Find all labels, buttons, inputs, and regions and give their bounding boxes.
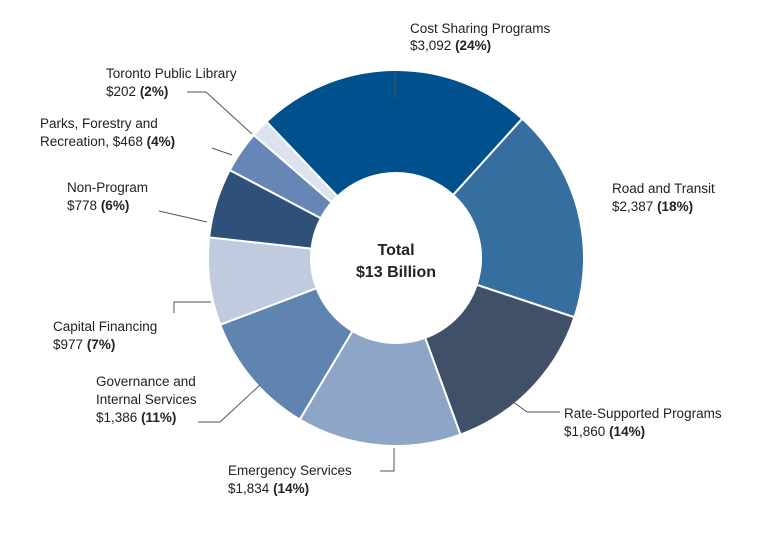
label-road-transit: Road and Transit $2,387 (18%) [612, 181, 715, 214]
label-cost-sharing-name: Cost Sharing Programs [410, 21, 551, 36]
leader-library [187, 91, 253, 135]
slice-labels: Cost Sharing Programs $3,092 (24%) Road … [40, 21, 722, 496]
label-library-value: $202 (2%) [106, 84, 168, 99]
label-governance: Governance and Internal Services $1,386 … [96, 374, 197, 425]
label-road-transit-value: $2,387 (18%) [612, 199, 693, 214]
label-governance-value: $1,386 (11%) [96, 410, 176, 425]
leader-lines [158, 72, 560, 472]
label-emergency: Emergency Services $1,834 (14%) [228, 463, 352, 496]
label-non-program-percent: (6%) [101, 198, 130, 213]
label-capital-financing-name: Capital Financing [53, 319, 157, 334]
donut-slices [207, 69, 585, 447]
label-parks-name-1: Parks, Forestry and [40, 116, 158, 131]
label-emergency-percent: (14%) [273, 481, 309, 496]
leader-rate-supported [489, 384, 560, 413]
label-cost-sharing-amount: $3,092 [410, 38, 451, 53]
label-cost-sharing-percent: (24%) [455, 38, 491, 53]
label-non-program-name: Non-Program [67, 180, 148, 195]
label-parks-value: Recreation, $468 (4%) [40, 134, 175, 149]
label-library-name: Toronto Public Library [106, 66, 237, 81]
label-governance-amount: $1,386 [96, 410, 137, 425]
center-label-line1: Total [377, 242, 414, 259]
label-emergency-amount: $1,834 [228, 481, 270, 496]
leader-non-program [158, 210, 208, 223]
leader-capital-financing [173, 301, 211, 313]
label-capital-financing-percent: (7%) [87, 337, 116, 352]
label-library: Toronto Public Library $202 (2%) [106, 66, 237, 99]
label-rate-supported: Rate-Supported Programs $1,860 (14%) [564, 406, 722, 439]
label-library-amount: $202 [106, 84, 136, 99]
label-rate-supported-percent: (14%) [609, 424, 645, 439]
label-capital-financing: Capital Financing $977 (7%) [53, 319, 157, 352]
leader-governance [198, 384, 261, 423]
label-cost-sharing: Cost Sharing Programs $3,092 (24%) [410, 21, 551, 53]
label-rate-supported-amount: $1,860 [564, 424, 605, 439]
label-emergency-value: $1,834 (14%) [228, 481, 309, 496]
label-capital-financing-value: $977 (7%) [53, 337, 115, 352]
label-road-transit-amount: $2,387 [612, 199, 653, 214]
donut-hole [311, 173, 481, 343]
label-road-transit-name: Road and Transit [612, 181, 715, 196]
label-non-program: Non-Program $778 (6%) [67, 180, 148, 213]
label-parks-percent: (4%) [147, 134, 176, 149]
label-governance-percent: (11%) [141, 410, 176, 425]
label-governance-name-2: Internal Services [96, 392, 197, 407]
label-parks-amount: $468 [113, 134, 143, 149]
label-governance-name-1: Governance and [96, 374, 196, 389]
label-parks: Parks, Forestry and Recreation, $468 (4%… [40, 116, 175, 149]
label-cost-sharing-value: $3,092 (24%) [410, 38, 491, 53]
label-library-percent: (2%) [140, 84, 169, 99]
label-road-transit-percent: (18%) [657, 199, 693, 214]
leader-emergency [380, 448, 395, 472]
center-label-line2: $13 Billion [356, 264, 436, 281]
label-emergency-name: Emergency Services [228, 463, 352, 478]
label-rate-supported-name: Rate-Supported Programs [564, 406, 722, 421]
label-capital-financing-amount: $977 [53, 337, 83, 352]
label-non-program-value: $778 (6%) [67, 198, 129, 213]
label-rate-supported-value: $1,860 (14%) [564, 424, 645, 439]
label-non-program-amount: $778 [67, 198, 97, 213]
leader-parks [211, 147, 233, 156]
